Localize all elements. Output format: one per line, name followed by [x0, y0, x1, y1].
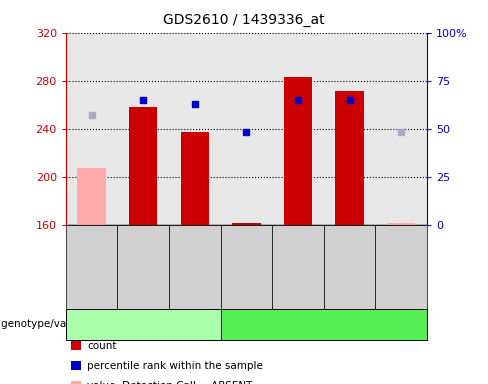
Text: value, Detection Call = ABSENT: value, Detection Call = ABSENT — [87, 381, 253, 384]
Bar — [284, 77, 312, 225]
Bar — [181, 132, 209, 225]
Text: count: count — [87, 341, 117, 351]
Text: GSM104740: GSM104740 — [293, 237, 303, 296]
Text: percentile rank within the sample: percentile rank within the sample — [87, 361, 263, 371]
Text: GSM105144: GSM105144 — [396, 237, 406, 296]
Text: wild-type: wild-type — [118, 319, 169, 329]
Bar — [335, 91, 364, 225]
Bar — [232, 223, 261, 225]
Text: GDS2610 / 1439336_at: GDS2610 / 1439336_at — [163, 13, 325, 27]
Text: genotype/variation ▶: genotype/variation ▶ — [1, 319, 111, 329]
Text: GSM105142: GSM105142 — [345, 237, 355, 296]
Text: GSM105141: GSM105141 — [190, 237, 200, 296]
Text: glycerol kinase knockout: glycerol kinase knockout — [255, 319, 393, 329]
Text: GSM104736: GSM104736 — [242, 237, 251, 296]
Bar — [387, 223, 415, 225]
Bar — [78, 168, 106, 225]
Text: GSM105140: GSM105140 — [138, 237, 148, 296]
Text: GSM104738: GSM104738 — [87, 237, 97, 296]
Bar — [129, 107, 158, 225]
